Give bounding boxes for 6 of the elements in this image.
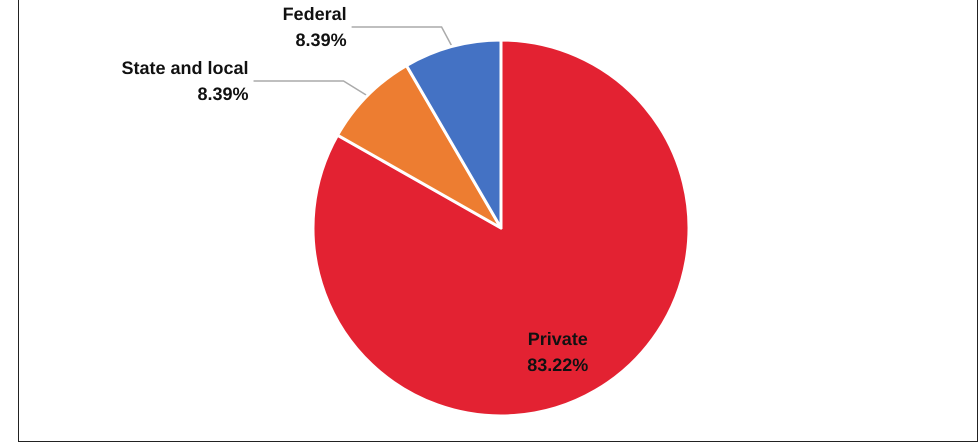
data-label: 8.39% [296, 30, 347, 50]
data-label: 8.39% [197, 84, 249, 104]
slice-label: State and local [121, 58, 249, 78]
data-label: 83.22% [527, 354, 588, 375]
slice-label: Federal [282, 4, 347, 24]
slice-label: Private [528, 328, 588, 349]
